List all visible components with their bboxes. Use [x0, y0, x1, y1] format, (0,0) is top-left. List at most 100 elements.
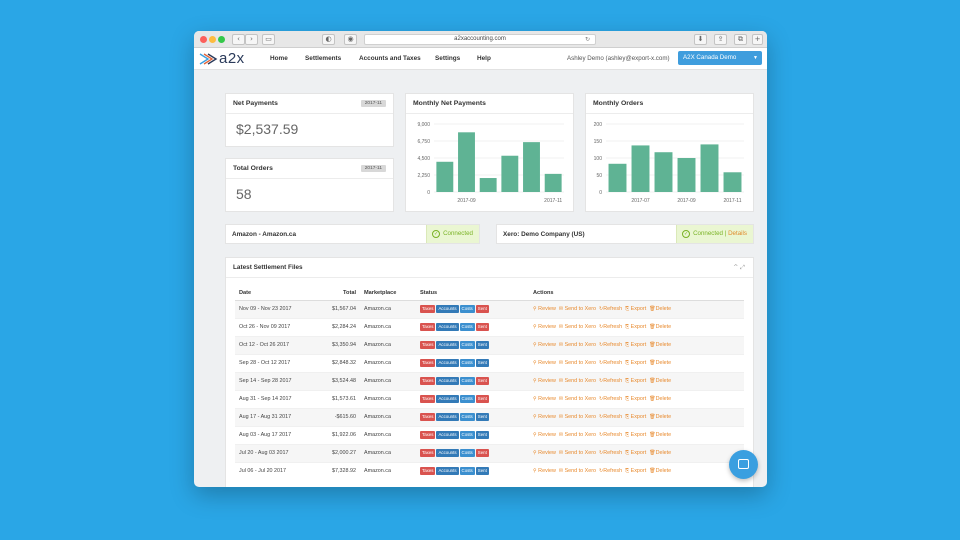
costs-badge[interactable]: Costs: [459, 449, 475, 457]
xero-details-link[interactable]: Details: [728, 230, 747, 237]
chart-bar[interactable]: [654, 152, 673, 192]
export-action[interactable]: ⎘ Export: [625, 342, 646, 348]
accounts-badge[interactable]: Accounts: [436, 449, 459, 457]
send-to-xero-action[interactable]: ✉ Send to Xero: [559, 396, 596, 402]
delete-action[interactable]: 🗑Delete: [649, 468, 671, 474]
costs-badge[interactable]: Costs: [459, 305, 475, 313]
review-action[interactable]: ⚲ Review: [533, 342, 556, 348]
export-action[interactable]: ⎘ Export: [625, 378, 646, 384]
costs-badge[interactable]: Costs: [459, 395, 475, 403]
accounts-badge[interactable]: Accounts: [436, 377, 459, 385]
sent-badge[interactable]: Sent: [475, 449, 489, 457]
sent-badge[interactable]: Sent: [475, 341, 489, 349]
refresh-action[interactable]: ↻Refresh: [599, 450, 622, 456]
accounts-badge[interactable]: Accounts: [436, 395, 459, 403]
sent-badge[interactable]: Sent: [475, 431, 489, 439]
delete-action[interactable]: 🗑Delete: [649, 306, 671, 312]
send-to-xero-action[interactable]: ✉ Send to Xero: [559, 468, 596, 474]
costs-badge[interactable]: Costs: [459, 341, 475, 349]
delete-action[interactable]: 🗑Delete: [649, 396, 671, 402]
sent-badge[interactable]: Sent: [475, 377, 489, 385]
close-window-button[interactable]: [200, 36, 207, 43]
delete-action[interactable]: 🗑Delete: [649, 342, 671, 348]
refresh-action[interactable]: ↻Refresh: [599, 306, 622, 312]
nav-accounts-and-taxes[interactable]: Accounts and Taxes: [359, 55, 421, 62]
refresh-action[interactable]: ↻Refresh: [599, 396, 622, 402]
send-to-xero-action[interactable]: ✉ Send to Xero: [559, 378, 596, 384]
costs-badge[interactable]: Costs: [459, 323, 475, 331]
send-to-xero-action[interactable]: ✉ Send to Xero: [559, 432, 596, 438]
delete-action[interactable]: 🗑Delete: [649, 432, 671, 438]
refresh-action[interactable]: ↻Refresh: [599, 468, 622, 474]
export-action[interactable]: ⎘ Export: [625, 360, 646, 366]
privacy-icon[interactable]: ◐: [322, 34, 335, 45]
org-selector-button[interactable]: A2X Canada Demo ▼: [678, 51, 762, 65]
refresh-action[interactable]: ↻Refresh: [599, 432, 622, 438]
taxes-badge[interactable]: Taxes: [420, 305, 436, 313]
new-tab-icon[interactable]: +: [752, 34, 763, 45]
export-action[interactable]: ⎘ Export: [625, 414, 646, 420]
sent-badge[interactable]: Sent: [475, 467, 489, 476]
back-icon[interactable]: ‹: [232, 34, 245, 45]
delete-action[interactable]: 🗑Delete: [649, 360, 671, 366]
costs-badge[interactable]: Costs: [459, 359, 475, 367]
delete-action[interactable]: 🗑Delete: [649, 324, 671, 330]
export-action[interactable]: ⎘ Export: [625, 306, 646, 312]
chart-bar[interactable]: [479, 178, 497, 192]
costs-badge[interactable]: Costs: [459, 431, 475, 439]
refresh-action[interactable]: ↻Refresh: [599, 324, 622, 330]
taxes-badge[interactable]: Taxes: [420, 467, 436, 476]
taxes-badge[interactable]: Taxes: [420, 413, 436, 421]
taxes-badge[interactable]: Taxes: [420, 377, 436, 385]
extension-icon[interactable]: ◉: [344, 34, 357, 45]
review-action[interactable]: ⚲ Review: [533, 450, 556, 456]
header-total[interactable]: Total: [319, 286, 364, 301]
user-account-label[interactable]: Ashley Demo (ashley@export-x.com): [567, 55, 670, 62]
export-action[interactable]: ⎘ Export: [625, 324, 646, 330]
send-to-xero-action[interactable]: ✉ Send to Xero: [559, 360, 596, 366]
a2x-logo[interactable]: a2x: [199, 50, 257, 67]
chart-bar[interactable]: [501, 155, 519, 192]
chart-bar[interactable]: [631, 145, 650, 192]
taxes-badge[interactable]: Taxes: [420, 449, 436, 457]
accounts-badge[interactable]: Accounts: [436, 341, 459, 349]
sidebar-icon[interactable]: ▭: [262, 34, 275, 45]
taxes-badge[interactable]: Taxes: [420, 431, 436, 439]
chart-bar[interactable]: [523, 142, 540, 192]
send-to-xero-action[interactable]: ✉ Send to Xero: [559, 414, 596, 420]
accounts-badge[interactable]: Accounts: [436, 323, 459, 331]
tabs-icon[interactable]: ⧉: [734, 34, 747, 45]
send-to-xero-action[interactable]: ✉ Send to Xero: [559, 450, 596, 456]
chart-bar[interactable]: [544, 173, 562, 192]
accounts-badge[interactable]: Accounts: [436, 359, 459, 367]
address-bar[interactable]: a2xaccounting.com ↻: [364, 34, 596, 45]
costs-badge[interactable]: Costs: [459, 413, 475, 421]
chart-bar[interactable]: [458, 132, 475, 192]
chat-button[interactable]: [729, 450, 758, 479]
delete-action[interactable]: 🗑Delete: [649, 450, 671, 456]
nav-help[interactable]: Help: [477, 55, 491, 62]
forward-icon[interactable]: ›: [245, 34, 258, 45]
nav-settings[interactable]: Settings: [435, 55, 461, 62]
accounts-badge[interactable]: Accounts: [436, 431, 459, 439]
header-marketplace[interactable]: Marketplace: [364, 286, 420, 301]
review-action[interactable]: ⚲ Review: [533, 306, 556, 312]
costs-badge[interactable]: Costs: [459, 467, 475, 476]
share-icon[interactable]: ⇪: [714, 34, 727, 45]
nav-home[interactable]: Home: [270, 55, 288, 62]
sent-badge[interactable]: Sent: [475, 305, 489, 313]
sent-badge[interactable]: Sent: [475, 395, 489, 403]
sent-badge[interactable]: Sent: [475, 413, 489, 421]
export-action[interactable]: ⎘ Export: [625, 468, 646, 474]
refresh-action[interactable]: ↻Refresh: [599, 342, 622, 348]
chart-bar[interactable]: [677, 158, 696, 192]
header-date[interactable]: Date: [235, 286, 319, 301]
send-to-xero-action[interactable]: ✉ Send to Xero: [559, 324, 596, 330]
accounts-badge[interactable]: Accounts: [436, 413, 459, 421]
sent-badge[interactable]: Sent: [475, 323, 489, 331]
send-to-xero-action[interactable]: ✉ Send to Xero: [559, 342, 596, 348]
delete-action[interactable]: 🗑Delete: [649, 414, 671, 420]
costs-badge[interactable]: Costs: [459, 377, 475, 385]
chart-bar[interactable]: [608, 163, 627, 192]
taxes-badge[interactable]: Taxes: [420, 359, 436, 367]
